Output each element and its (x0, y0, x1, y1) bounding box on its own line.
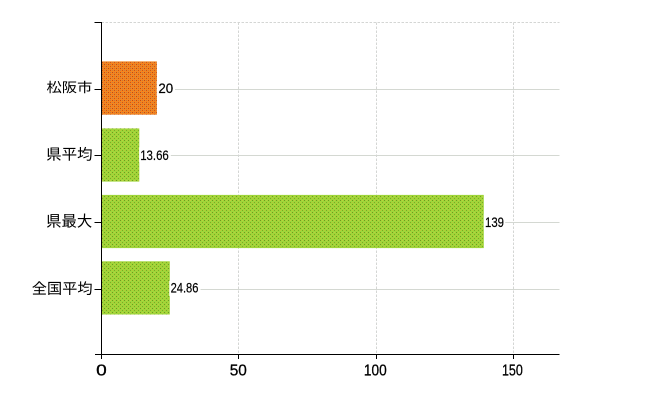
svg-text:13.66: 13.66 (140, 147, 169, 163)
svg-text:100: 100 (364, 363, 387, 380)
svg-text:20: 20 (158, 80, 173, 96)
svg-text:150: 150 (502, 363, 523, 380)
svg-text:50: 50 (230, 363, 247, 380)
svg-text:139: 139 (485, 214, 504, 230)
svg-text:24.86: 24.86 (171, 280, 199, 296)
svg-text:0: 0 (96, 363, 107, 380)
